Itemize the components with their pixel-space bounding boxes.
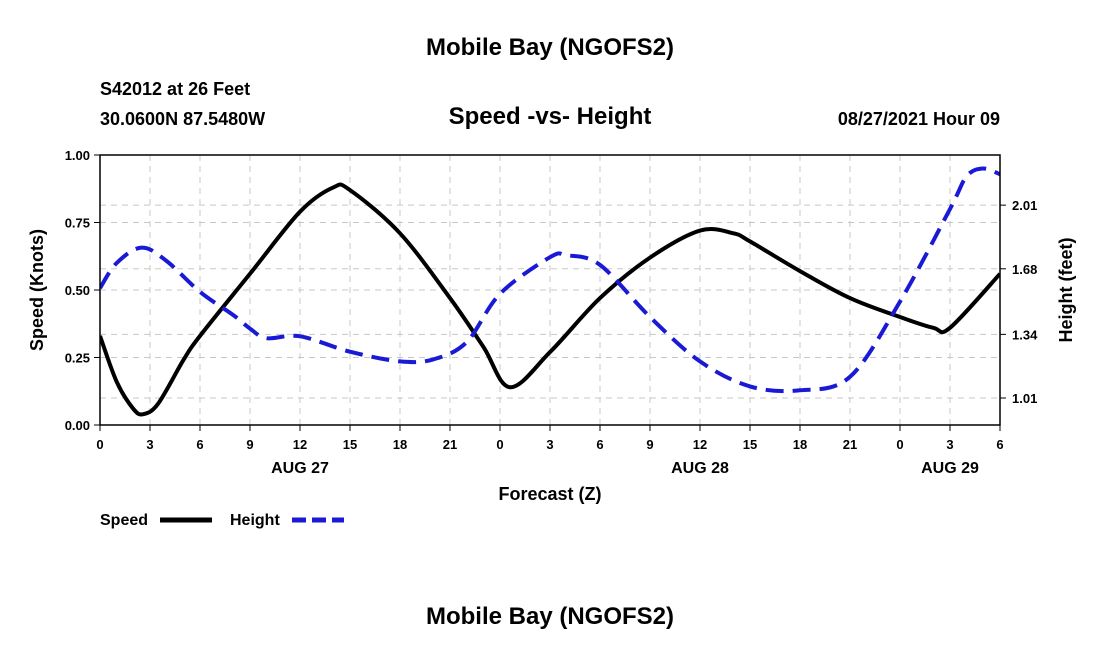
x-tick-label: 3 — [946, 437, 953, 452]
x-tick-label: 21 — [843, 437, 857, 452]
y2-tick-label: 1.34 — [1012, 327, 1038, 342]
y-tick-label: 0.50 — [65, 283, 90, 298]
y-tick-label: 0.25 — [65, 351, 90, 366]
axes: 0 3 6 9 12 15 18 21 0 3 6 9 12 15 18 21 0 3 6 AUG 27 AUG 28 A… — [65, 148, 1038, 477]
x-tick-label: 15 — [743, 437, 757, 452]
y2-tick-label: 1.01 — [1012, 391, 1037, 406]
x-tick-label: 0 — [96, 437, 103, 452]
y-tick-label: 1.00 — [65, 148, 90, 163]
date-label: AUG 28 — [671, 460, 729, 477]
x-tick-label: 15 — [343, 437, 357, 452]
date-label: AUG 27 — [271, 460, 329, 477]
chart-subtitle: Speed -vs- Height — [449, 103, 652, 130]
y2-tick-label: 1.68 — [1012, 262, 1037, 277]
y2-tick-label: 2.01 — [1012, 198, 1037, 213]
x-tick-label: 18 — [793, 437, 807, 452]
x-tick-label: 0 — [896, 437, 903, 452]
y-tick-label: 0.00 — [65, 418, 90, 433]
grid — [100, 155, 1000, 425]
station-label: S42012 at 26 Feet — [100, 79, 250, 99]
series-line-height — [100, 166, 1000, 394]
x-tick-label: 9 — [646, 437, 653, 452]
date-label: AUG 29 — [921, 460, 979, 477]
x-tick-label: 9 — [246, 437, 253, 452]
y-axis-label: Speed (Knots) — [27, 229, 47, 351]
x-tick-label: 12 — [293, 437, 307, 452]
x-tick-label: 3 — [546, 437, 553, 452]
x-tick-label: 6 — [596, 437, 603, 452]
x-axis-label: Forecast (Z) — [498, 484, 601, 504]
x-tick-label: 0 — [496, 437, 503, 452]
chart-title: Mobile Bay (NGOFS2) — [426, 34, 674, 61]
legend-speed-label: Speed — [100, 512, 148, 529]
x-tick-label: 6 — [196, 437, 203, 452]
x-tick-label: 6 — [996, 437, 1003, 452]
legend: Speed Height — [100, 512, 344, 529]
x-tick-label: 18 — [393, 437, 407, 452]
y2-axis-label: Height (feet) — [1056, 238, 1076, 343]
footer-title: Mobile Bay (NGOFS2) — [426, 603, 674, 630]
timestamp-label: 08/27/2021 Hour 09 — [838, 109, 1000, 129]
legend-height-label: Height — [230, 512, 280, 529]
coords-label: 30.0600N 87.5480W — [100, 109, 265, 129]
series-line-speed — [100, 182, 1000, 417]
y-tick-label: 0.75 — [65, 216, 90, 231]
x-tick-label: 12 — [693, 437, 707, 452]
series-layer — [100, 166, 1000, 417]
x-tick-label: 3 — [146, 437, 153, 452]
x-tick-label: 21 — [443, 437, 457, 452]
